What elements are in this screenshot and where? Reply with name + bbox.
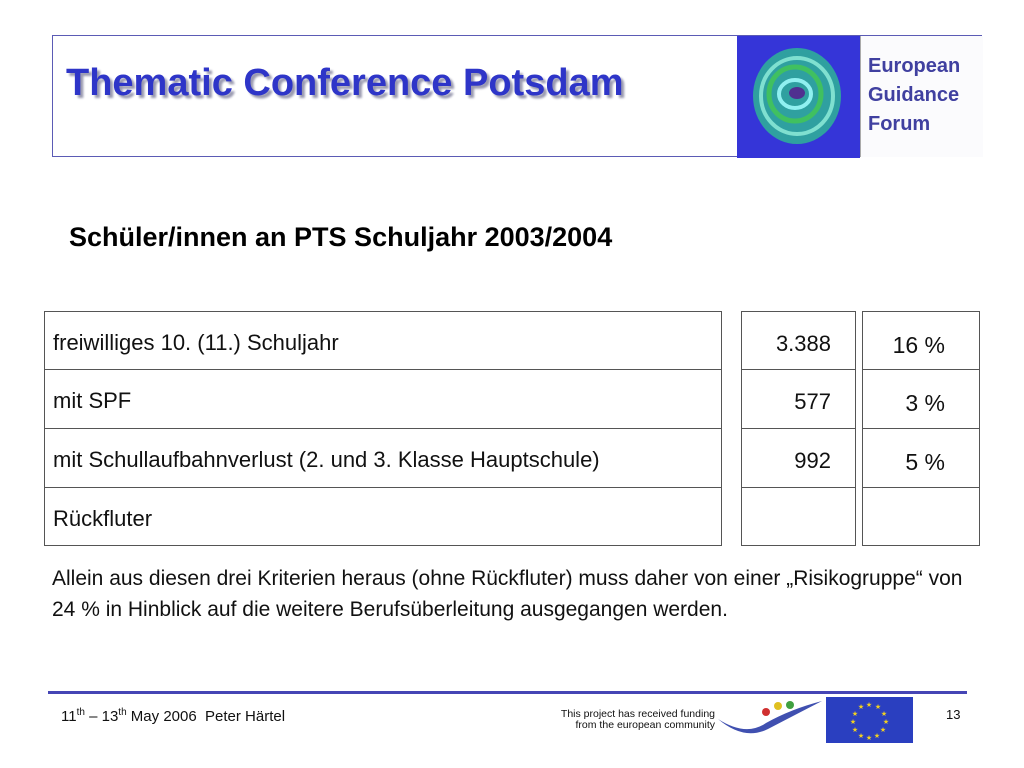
- svg-text:★: ★: [875, 703, 881, 711]
- program-logo-icon: [718, 701, 822, 734]
- logo-line: Guidance: [868, 84, 960, 106]
- svg-text:★: ★: [850, 718, 856, 726]
- svg-text:★: ★: [852, 710, 858, 718]
- body-paragraph: Allein aus diesen drei Kriterien heraus …: [52, 567, 963, 621]
- sup1: th: [76, 707, 85, 718]
- svg-text:★: ★: [852, 726, 858, 734]
- row-percent: [862, 487, 980, 546]
- row-count: 992: [741, 428, 856, 488]
- footer-rule: [48, 691, 967, 694]
- row-count: [741, 487, 856, 546]
- day1: 11: [61, 708, 77, 725]
- eu-flag-icon: ★ ★ ★ ★ ★ ★ ★ ★ ★ ★ ★ ★: [826, 697, 913, 743]
- svg-text:★: ★: [858, 703, 864, 711]
- date-rest: May 2006 Peter Härtel: [126, 708, 286, 725]
- logo-line: European: [868, 55, 961, 77]
- svg-text:★: ★: [874, 732, 880, 740]
- row-count: 577: [741, 369, 856, 429]
- svg-text:★: ★: [866, 701, 872, 709]
- svg-text:★: ★: [858, 732, 864, 740]
- svg-text:★: ★: [880, 726, 886, 734]
- row-label: Rückfluter: [44, 487, 722, 546]
- footer-date-author: 11th – 13th May 2006 Peter Härtel: [61, 707, 285, 725]
- row-label: mit Schullaufbahnverlust (2. und 3. Klas…: [44, 428, 722, 488]
- row-label: mit SPF: [44, 369, 722, 429]
- row-percent: 3 %: [862, 369, 980, 429]
- slide-title: Thematic Conference Potsdam: [66, 62, 624, 104]
- svg-text:★: ★: [866, 734, 872, 742]
- row-count: 3.388: [741, 311, 856, 370]
- row-percent: 16 %: [862, 311, 980, 370]
- row-percent: 5 %: [862, 428, 980, 488]
- svg-text:★: ★: [881, 710, 887, 718]
- svg-text:★: ★: [883, 718, 889, 726]
- funding-line: This project has received funding: [560, 708, 715, 720]
- page-number: 13: [946, 707, 961, 722]
- funding-note: This project has received funding from t…: [520, 709, 715, 731]
- slide-subtitle: Schüler/innen an PTS Schuljahr 2003/2004: [69, 222, 613, 252]
- funding-line: from the european community: [575, 719, 715, 731]
- logo-line: Forum: [868, 113, 931, 135]
- logo-text: European Guidance Forum: [860, 36, 983, 157]
- logo-swirl-image: [737, 36, 860, 158]
- row-label: freiwilliges 10. (11.) Schuljahr: [44, 311, 722, 370]
- sup2: th: [118, 707, 127, 718]
- dash: –: [84, 708, 102, 725]
- day2: 13: [101, 708, 119, 725]
